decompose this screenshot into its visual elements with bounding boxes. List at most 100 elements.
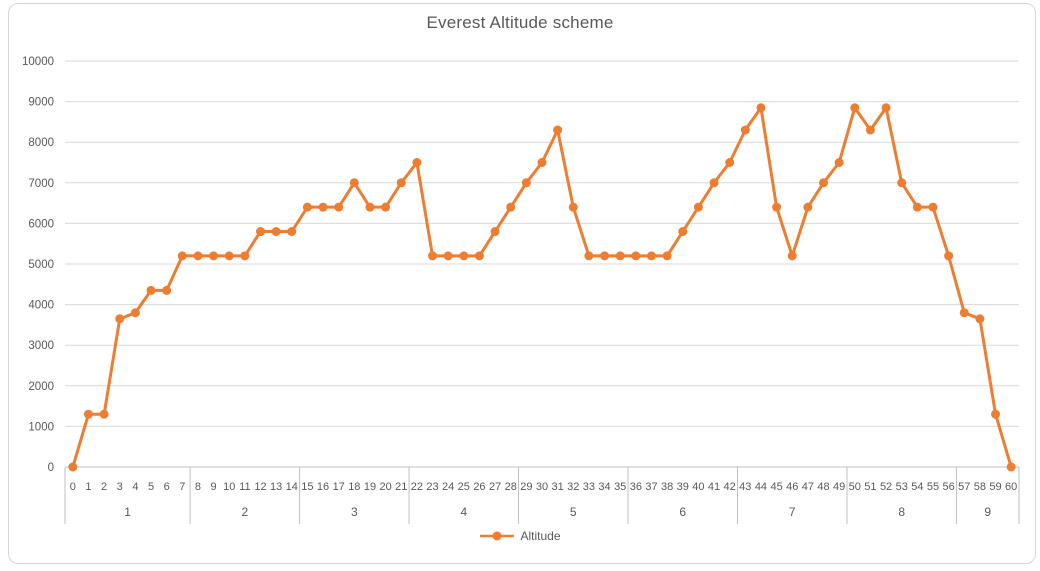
- x-tick-label: 23: [426, 481, 438, 493]
- x-tick-label: 46: [786, 481, 798, 493]
- data-point-marker: [991, 409, 1001, 419]
- group-label: 4: [460, 505, 467, 519]
- y-tick-label: 4000: [28, 300, 54, 312]
- x-tick-label: 13: [270, 481, 282, 493]
- data-point-marker: [584, 251, 594, 261]
- data-point-marker: [443, 251, 453, 261]
- data-point-marker: [537, 158, 547, 167]
- legend-series-label: Altitude: [520, 529, 561, 543]
- x-tick-label: 44: [755, 481, 767, 493]
- x-tick-label: 0: [70, 481, 76, 493]
- data-point-marker: [787, 251, 797, 261]
- data-point-marker: [177, 251, 187, 261]
- x-tick-label: 15: [301, 481, 313, 493]
- data-point-marker: [271, 227, 281, 237]
- x-tick-label: 24: [442, 481, 454, 493]
- group-label: 9: [984, 505, 991, 519]
- x-tick-label: 4: [132, 481, 138, 493]
- y-tick-label: 7000: [28, 178, 54, 190]
- group-label: 8: [898, 505, 905, 519]
- data-point-marker: [318, 202, 328, 212]
- data-point-marker: [521, 178, 531, 188]
- y-tick-label: 0: [48, 462, 54, 474]
- x-tick-label: 50: [849, 481, 861, 493]
- group-label: 1: [124, 505, 131, 519]
- x-tick-label: 47: [802, 481, 814, 493]
- y-tick-label: 10000: [22, 56, 54, 68]
- data-point-marker: [1006, 462, 1016, 472]
- data-point-marker: [240, 251, 250, 261]
- x-tick-label: 32: [567, 481, 579, 493]
- x-tick-label: 21: [395, 481, 407, 493]
- data-point-marker: [68, 462, 78, 472]
- chart-title: Everest Altitude scheme: [426, 13, 614, 32]
- data-point-marker: [819, 178, 829, 188]
- y-tick-label: 9000: [28, 97, 54, 109]
- x-tick-label: 51: [864, 481, 876, 493]
- y-tick-label: 2000: [28, 381, 54, 393]
- data-point-marker: [381, 202, 391, 212]
- data-point-marker: [772, 202, 782, 212]
- data-point-marker: [944, 251, 954, 261]
- group-label: 7: [789, 505, 796, 519]
- data-point-marker: [975, 314, 985, 324]
- x-tick-label: 31: [552, 481, 564, 493]
- x-tick-label: 22: [411, 481, 423, 493]
- x-tick-label: 60: [1005, 481, 1017, 493]
- x-tick-label: 20: [379, 481, 391, 493]
- x-tick-label: 54: [911, 481, 923, 493]
- x-tick-label: 34: [598, 481, 610, 493]
- data-point-marker: [83, 409, 93, 419]
- data-point-marker: [255, 227, 265, 237]
- x-tick-label: 8: [195, 481, 201, 493]
- data-point-marker: [631, 251, 641, 261]
- x-tick-label: 49: [833, 481, 845, 493]
- x-tick-label: 40: [692, 481, 704, 493]
- data-point-marker: [881, 103, 891, 113]
- x-tick-label: 30: [536, 481, 548, 493]
- data-point-marker: [834, 158, 844, 167]
- data-point-marker: [302, 202, 312, 212]
- data-point-marker: [865, 125, 875, 135]
- x-tick-label: 1: [85, 481, 91, 493]
- data-point-marker: [146, 285, 156, 295]
- x-tick-label: 2: [101, 481, 107, 493]
- data-point-marker: [740, 125, 750, 135]
- x-tick-label: 14: [286, 481, 298, 493]
- data-point-marker: [130, 308, 140, 318]
- x-tick-label: 26: [473, 481, 485, 493]
- data-point-marker: [506, 202, 516, 212]
- data-point-marker: [459, 251, 469, 261]
- x-tick-label: 12: [254, 481, 266, 493]
- data-point-marker: [490, 227, 500, 237]
- data-point-marker: [115, 314, 125, 324]
- legend-line-marker-icon: [480, 531, 515, 541]
- data-point-marker: [662, 251, 672, 261]
- x-tick-label: 28: [505, 481, 517, 493]
- x-tick-label: 3: [117, 481, 123, 493]
- y-tick-label: 3000: [28, 340, 54, 352]
- x-tick-label: 5: [148, 481, 154, 493]
- data-point-marker: [646, 251, 656, 261]
- x-tick-label: 9: [211, 481, 217, 493]
- y-tick-label: 5000: [28, 259, 54, 271]
- y-tick-label: 1000: [28, 421, 54, 433]
- x-tick-label: 59: [989, 481, 1001, 493]
- data-point-marker: [162, 285, 172, 295]
- data-point-marker: [99, 409, 109, 419]
- x-tick-label: 36: [630, 481, 642, 493]
- data-point-marker: [334, 202, 344, 212]
- x-tick-label: 48: [817, 481, 829, 493]
- data-point-marker: [928, 202, 938, 212]
- data-point-marker: [224, 251, 234, 261]
- data-point-marker: [365, 202, 375, 212]
- data-point-marker: [287, 227, 297, 237]
- x-tick-label: 45: [770, 481, 782, 493]
- x-tick-label: 38: [661, 481, 673, 493]
- chart-frame: [8, 3, 1036, 564]
- x-tick-label: 19: [364, 481, 376, 493]
- data-point-marker: [959, 308, 969, 318]
- y-tick-label: 6000: [28, 218, 54, 230]
- data-point-marker: [428, 251, 438, 261]
